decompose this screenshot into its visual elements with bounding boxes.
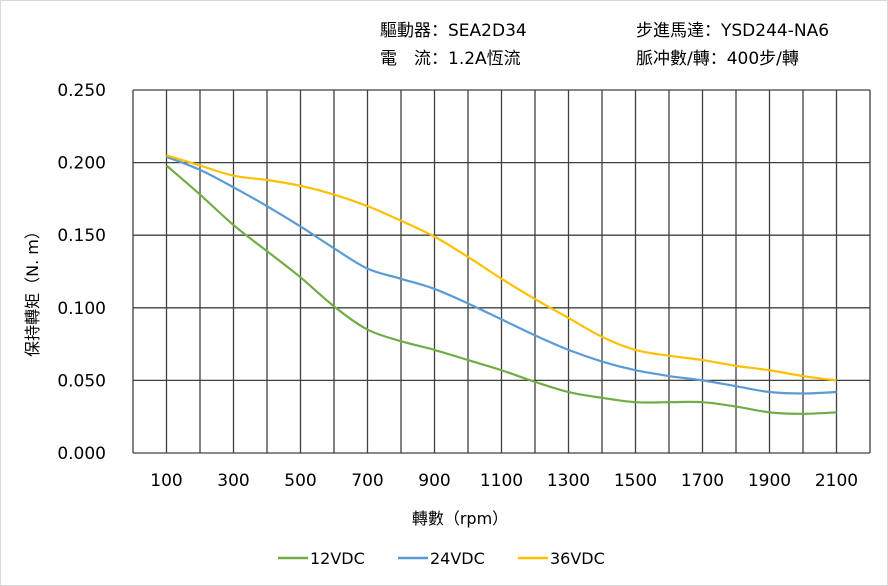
y-tick-label: 0.150 <box>57 226 106 246</box>
series-line-12VDC <box>165 164 837 415</box>
series-lines <box>165 154 837 415</box>
x-tick-label: 500 <box>284 471 316 491</box>
x-tick-label: 2100 <box>815 471 858 491</box>
x-tick-label: 1300 <box>547 471 590 491</box>
x-tick-label: 1900 <box>748 471 791 491</box>
driver-label: 驅動器：SEA2D34 <box>380 21 527 41</box>
legend: 12VDC 24VDC 36VDC <box>278 549 605 568</box>
y-tick-label: 0.250 <box>57 81 106 101</box>
current-label: 電 流：1.2A恆流 <box>380 49 521 69</box>
x-tick-label: 100 <box>150 471 182 491</box>
legend-label: 12VDC <box>310 549 365 568</box>
x-axis-label: 轉數（rpm） <box>412 509 508 528</box>
y-tick-label: 0.050 <box>57 371 106 391</box>
legend-label: 24VDC <box>430 549 485 568</box>
grid <box>132 89 871 454</box>
y-tick-label: 0.000 <box>57 444 106 464</box>
x-tick-label: 1500 <box>614 471 657 491</box>
x-tick-label: 1700 <box>681 471 724 491</box>
x-tick-label: 700 <box>351 471 383 491</box>
x-tick-label: 1100 <box>480 471 523 491</box>
legend-label: 36VDC <box>550 549 605 568</box>
x-tick-label: 900 <box>418 471 450 491</box>
y-axis-label: 保持轉矩（N. m） <box>23 223 42 357</box>
x-tick-label: 300 <box>217 471 249 491</box>
pulse-label: 脈冲數/轉：400步/轉 <box>636 49 799 69</box>
series-line-24VDC <box>166 155 837 395</box>
motor-label: 步進馬達：YSD244-NA6 <box>636 21 830 41</box>
y-tick-labels: 0.000 0.050 0.100 0.150 0.200 0.250 <box>57 81 106 464</box>
y-tick-label: 0.200 <box>57 154 106 174</box>
y-tick-label: 0.100 <box>57 299 106 319</box>
x-tick-labels: 100 300 500 700 900 1100 1300 1500 1700 1900 2100 <box>150 471 858 491</box>
series-line-36VDC <box>166 154 837 382</box>
